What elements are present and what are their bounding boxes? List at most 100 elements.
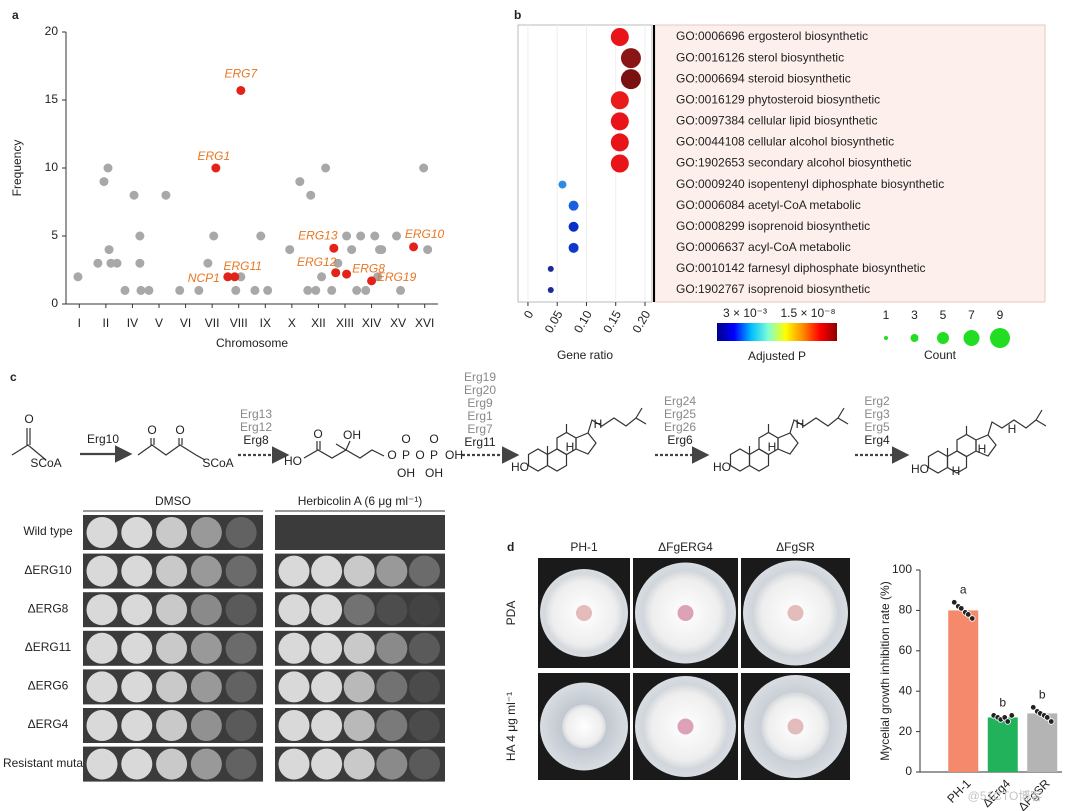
enzyme-label: Erg19	[464, 370, 496, 384]
colony-spot	[86, 517, 118, 548]
x-tick-label: V	[155, 316, 163, 330]
data-point	[347, 245, 357, 255]
go-term: GO:0009240 isopentenyl diphosphate biosy…	[676, 177, 944, 191]
ring	[927, 450, 949, 474]
plate-row-label: ΔERG4	[28, 717, 69, 731]
colony-spot	[156, 517, 188, 548]
enzyme-label: Erg8	[243, 433, 269, 447]
data-point	[352, 285, 362, 295]
bar	[948, 610, 979, 772]
data-point	[327, 285, 337, 295]
x-tick-label: X	[288, 316, 296, 330]
mycelium-center	[677, 718, 694, 735]
data-point	[331, 268, 341, 278]
data-point	[73, 272, 83, 282]
colony-spot	[311, 748, 343, 780]
point-label: ERG10	[405, 227, 445, 241]
colony-spot	[190, 594, 222, 626]
atom-label: SCoA	[202, 456, 233, 470]
colony-spot	[343, 594, 375, 626]
atom-label: H	[768, 440, 777, 454]
y-tick-label: 40	[899, 683, 913, 697]
size-legend-title: Count	[924, 348, 957, 362]
colony-spot	[86, 594, 118, 626]
colony-spot	[278, 555, 310, 587]
colony-spot	[86, 555, 118, 587]
point-label: ERG1	[198, 149, 231, 163]
colony-spot	[278, 671, 310, 703]
atom-label: H	[566, 440, 575, 454]
colony-spot	[343, 555, 375, 587]
acetyl-coa	[11, 428, 47, 461]
mycelium-center	[677, 605, 694, 621]
colony-spot	[86, 632, 118, 664]
data-point	[223, 272, 233, 282]
enzyme-label: Erg12	[240, 420, 272, 434]
enzyme-label: Erg3	[864, 407, 890, 421]
dot	[610, 133, 629, 152]
data-point	[135, 258, 145, 268]
side-chain	[635, 417, 647, 425]
atom-label: H	[952, 464, 961, 478]
data-point	[333, 258, 343, 268]
atom-label: HO	[284, 454, 302, 468]
ring	[777, 432, 799, 455]
colony-spot	[225, 594, 257, 626]
dot	[610, 91, 629, 110]
dot	[620, 48, 641, 69]
ring	[527, 448, 549, 472]
label-panel	[654, 24, 1046, 303]
y-tick-label: 0	[51, 296, 58, 310]
colony-spot	[225, 517, 257, 548]
atom-label: O	[175, 423, 184, 437]
mycelium	[562, 704, 606, 749]
replicate-point	[1004, 718, 1011, 725]
colony-spot	[190, 632, 222, 664]
colony-spot	[376, 594, 408, 626]
point-label: ERG8	[352, 261, 385, 275]
acetoacetyl-coa	[137, 438, 206, 461]
plate-row-label: ΔERG8	[28, 601, 69, 615]
data-point	[230, 272, 240, 282]
go-term: GO:0006696 ergosterol biosynthetic	[676, 29, 868, 43]
colony-spot	[376, 555, 408, 587]
data-point	[236, 85, 246, 95]
size-legend-dot	[910, 334, 919, 342]
y-axis-label: Mycelial growth inhibition rate (%)	[878, 581, 892, 760]
replicate-point	[1008, 712, 1015, 719]
side-chain	[837, 417, 849, 425]
replicate-point	[969, 615, 976, 622]
colony-spot	[311, 632, 343, 664]
y-tick-label: 80	[899, 603, 913, 617]
bar	[987, 717, 1018, 772]
go-term: GO:0006084 acetyl-CoA metabolic	[676, 198, 861, 212]
colony-spot	[278, 632, 310, 664]
colony-spot	[376, 671, 408, 703]
enzyme-label: Erg11	[464, 435, 495, 449]
colony-spot	[190, 517, 222, 548]
point-label: ERG7	[224, 67, 258, 81]
replicate-point	[965, 611, 972, 618]
size-legend-label: 9	[997, 308, 1004, 322]
point-label: ERG12	[297, 255, 337, 269]
data-point	[377, 245, 387, 255]
colony-spot	[121, 594, 153, 626]
x-tick-label: VI	[180, 316, 191, 330]
colony-spot	[343, 710, 375, 741]
mevalonate-pp	[303, 440, 385, 459]
colony-spot	[278, 594, 310, 626]
colony-spot	[376, 632, 408, 664]
colony-spot	[86, 710, 118, 741]
molecule-skeletons	[11, 428, 385, 461]
data-point	[144, 285, 154, 295]
colony-spot	[156, 710, 188, 741]
panel-label: d	[507, 540, 514, 554]
enzyme-label: Erg24	[664, 394, 696, 408]
dish-column-label: ΔFgERG4	[658, 540, 713, 554]
data-point	[104, 245, 114, 255]
colony-spot	[190, 748, 222, 780]
x-axis-label: Gene ratio	[557, 348, 613, 362]
colony-spot	[121, 710, 153, 741]
colony-spot	[156, 632, 188, 664]
colony-spot	[408, 671, 440, 703]
